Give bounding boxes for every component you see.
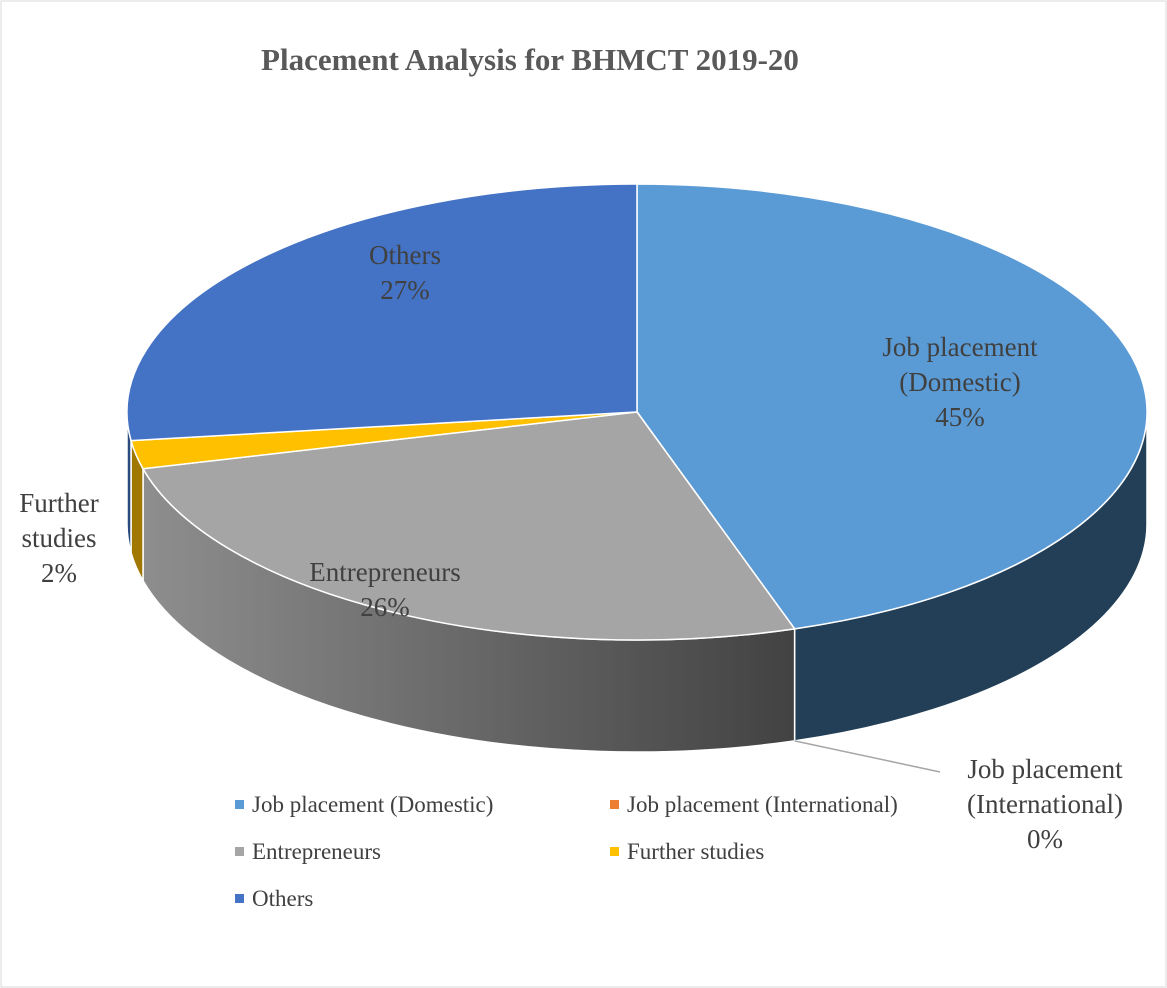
- legend-marker: [235, 800, 244, 810]
- legend-item: Job placement (International): [610, 792, 898, 818]
- data-label: Entrepreneurs 26%: [250, 555, 520, 625]
- data-label-value: 26%: [360, 592, 410, 622]
- pie-slice: [126, 183, 638, 442]
- legend-item: Job placement (Domestic): [235, 792, 493, 818]
- legend-item: Entrepreneurs: [235, 839, 381, 865]
- data-label-name: Further studies: [19, 488, 99, 553]
- data-label-name: Others: [369, 240, 441, 270]
- data-label-value: 27%: [380, 275, 430, 305]
- legend-marker: [235, 847, 244, 857]
- legend-marker: [610, 847, 619, 857]
- data-label-value: 2%: [41, 558, 77, 588]
- data-label: Job placement (International) 0%: [920, 752, 1167, 857]
- data-label: Further studies 2%: [0, 486, 118, 591]
- legend-label: Entrepreneurs: [252, 839, 381, 864]
- data-label-name: Job placement (International): [967, 754, 1123, 819]
- data-label-name: Job placement (Domestic): [882, 332, 1038, 397]
- data-label-value: 45%: [935, 402, 985, 432]
- pie-slice: [636, 183, 1148, 630]
- legend-label: Job placement (Domestic): [252, 792, 494, 817]
- legend-item: Further studies: [610, 839, 764, 865]
- legend-label: Others: [252, 886, 314, 911]
- data-label: Job placement (Domestic) 45%: [840, 330, 1080, 435]
- legend-marker: [235, 894, 244, 904]
- leader-line: [794, 740, 941, 773]
- data-label-value: 0%: [1027, 824, 1063, 854]
- legend-label: Further studies: [627, 839, 765, 864]
- pie-slice: [141, 411, 796, 641]
- legend-marker: [610, 800, 619, 810]
- legend-item: Others: [235, 886, 313, 912]
- data-label: Others 27%: [280, 238, 530, 308]
- data-label-name: Entrepreneurs: [309, 557, 461, 587]
- legend-label: Job placement (International): [627, 792, 898, 817]
- chart-title: Placement Analysis for BHMCT 2019-20: [261, 42, 799, 77]
